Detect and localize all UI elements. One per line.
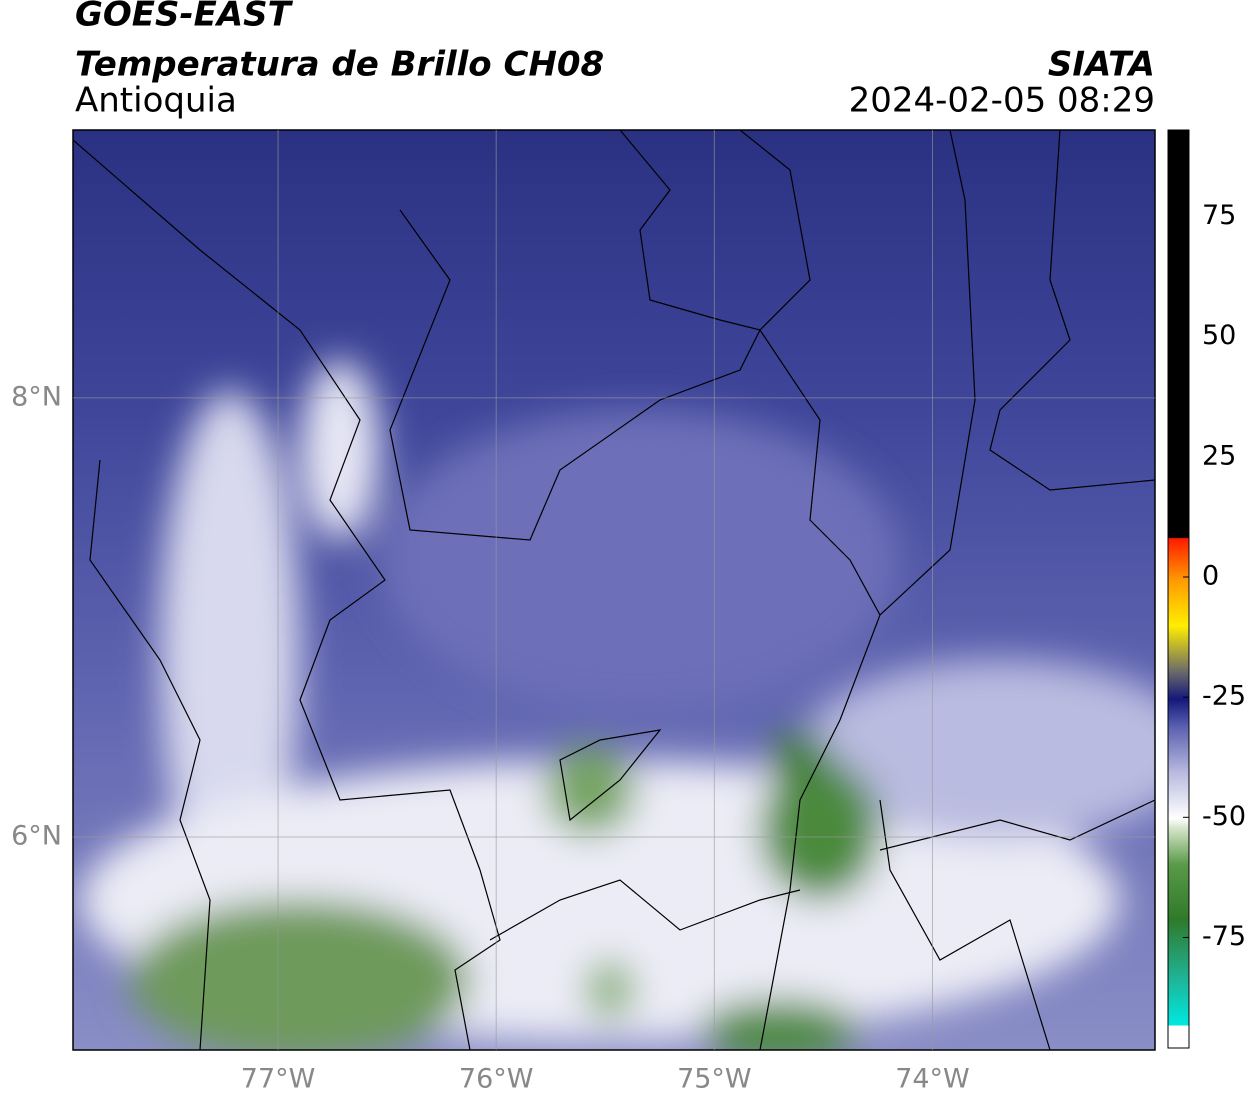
map-frame [72,129,1156,1051]
y-tick-label: 8°N [11,381,62,412]
x-tick-label: 75°W [677,1064,752,1095]
colorbar-tick-label: 25 [1202,440,1236,471]
colorbar-tick-label: 0 [1202,560,1219,591]
region: Antioquia [75,81,237,121]
colorbar-tick-label: -75 [1202,921,1246,952]
colorbar [1167,129,1190,1049]
subtitle: Temperatura de Brillo CH08 [75,45,604,85]
colorbar-tick-label: 50 [1202,320,1236,351]
y-tick-label: 6°N [11,821,62,852]
source: SIATA [1048,45,1155,85]
x-tick-label: 74°W [895,1064,970,1095]
x-tick-label: 76°W [459,1064,534,1095]
title: GOES-EAST [75,0,294,35]
map-image [73,130,1155,1050]
datetime: 2024-02-05 08:29 [849,81,1155,121]
colorbar-tick-label: -50 [1202,801,1246,832]
x-tick-label: 77°W [241,1064,316,1095]
colorbar-tick-label: -25 [1202,681,1246,712]
colorbar-tick-label: 75 [1202,200,1236,231]
